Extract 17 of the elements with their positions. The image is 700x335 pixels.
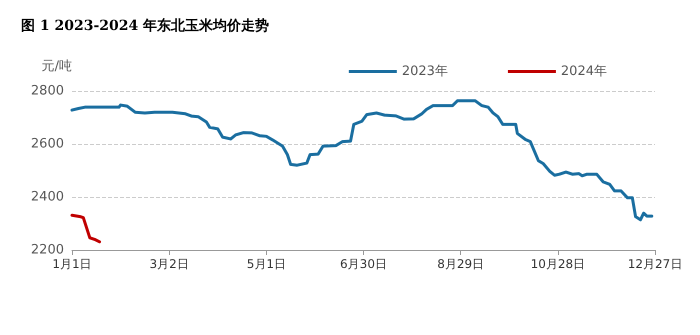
legend-label: 2024年	[560, 64, 608, 79]
x-tick-label: 3月2日	[150, 257, 189, 271]
y-tick-label: 2600	[30, 136, 64, 152]
line-series	[70, 214, 102, 244]
line-series	[70, 99, 654, 222]
chart-title: 图 1 2023-2024 年东北玉米均价走势	[21, 17, 270, 34]
y-tick-label: 2800	[30, 84, 64, 98]
y-tick-label: 2400	[30, 190, 64, 204]
y-tick-label: 2200	[30, 242, 64, 258]
legend-label: 2023年	[402, 64, 448, 79]
x-tick-label: 5月1日	[246, 257, 286, 271]
x-tick-label: 12月27日	[628, 257, 682, 271]
x-tick-label: 6月30日	[340, 257, 387, 271]
x-tick-label: 1月1日	[52, 257, 92, 271]
y-axis-title: 元/吨	[42, 59, 72, 74]
x-tick-label: 8月29日	[437, 257, 484, 271]
x-tick-label: 10月28日	[530, 257, 586, 271]
